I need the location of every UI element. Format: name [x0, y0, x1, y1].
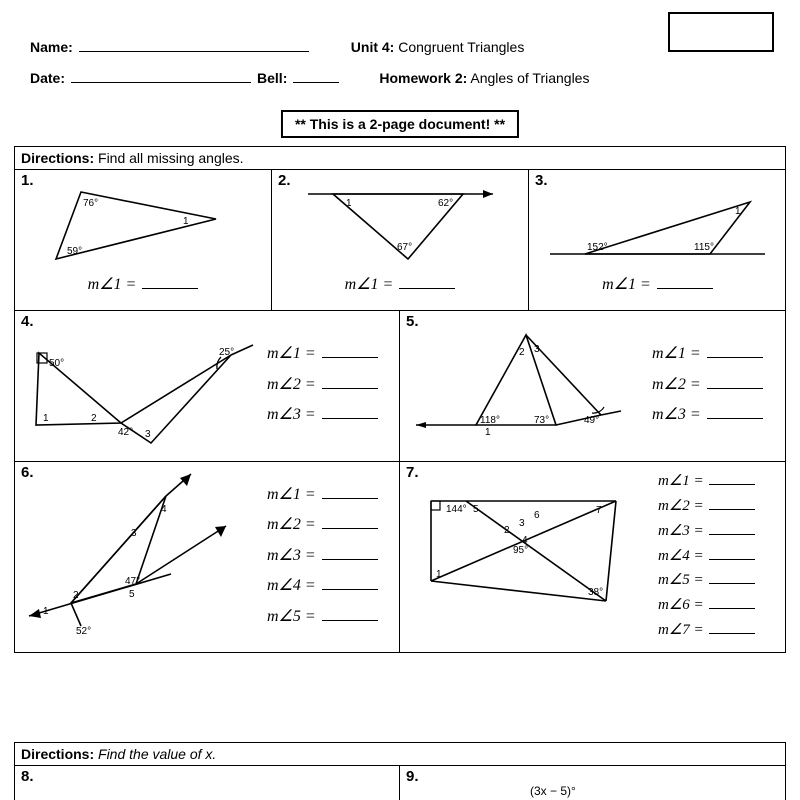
svg-text:3: 3 [131, 528, 137, 539]
problem-number: 5. [406, 313, 419, 330]
svg-text:62°: 62° [438, 198, 453, 209]
svg-text:1: 1 [43, 606, 49, 617]
row-4-5: 4. 50° 1 2 25° 42° 3 [15, 311, 785, 462]
svg-text:3: 3 [519, 518, 525, 529]
problem-4: 4. 50° 1 2 25° 42° 3 [15, 311, 400, 461]
hw-line: Homework 2: Angles of Triangles [379, 70, 589, 86]
figure-6: 52° 1 2 47° 5 3 4 [21, 466, 261, 646]
svg-text:1: 1 [43, 413, 49, 424]
triangle-3: 152° 115° 1 [535, 174, 780, 274]
problem-8: 8. [15, 766, 400, 800]
svg-text:49°: 49° [584, 415, 599, 426]
worksheet-header: Name: Unit 4: Congruent Triangles Date: … [30, 38, 770, 86]
problem-5: 5. 118° 1 73° 49° 2 3 [400, 311, 785, 461]
date-blank [71, 69, 251, 83]
page-notice: ** This is a 2-page document! ** [281, 110, 519, 138]
svg-text:3: 3 [145, 429, 151, 440]
svg-text:25°: 25° [219, 347, 234, 358]
svg-text:42°: 42° [118, 427, 133, 438]
svg-text:38°: 38° [588, 587, 603, 598]
problem-2: 2. 1 62° 67° m∠1 = [272, 170, 529, 310]
svg-text:59°: 59° [67, 246, 82, 257]
answers-7: m∠1 = m∠2 = m∠3 = m∠4 = m∠5 = m∠6 = m∠7 … [658, 469, 755, 642]
problem-number: 2. [278, 172, 291, 189]
problem-number: 6. [21, 464, 34, 481]
figure-5: 118° 1 73° 49° 2 3 [406, 315, 646, 455]
svg-text:6: 6 [534, 510, 540, 521]
svg-text:47°: 47° [125, 576, 140, 587]
svg-text:152°: 152° [587, 242, 608, 253]
svg-text:2: 2 [504, 525, 510, 536]
svg-text:2: 2 [73, 590, 79, 601]
triangle-2: 1 62° 67° [278, 174, 523, 274]
svg-text:118°: 118° [480, 415, 500, 426]
bell-blank [293, 69, 339, 83]
svg-text:1: 1 [436, 569, 442, 580]
svg-text:5: 5 [473, 504, 479, 515]
answers-5: m∠1 = m∠2 = m∠3 = [652, 339, 763, 430]
svg-text:5: 5 [129, 589, 135, 600]
problem-number: 1. [21, 172, 34, 189]
problem-number: 9. [406, 768, 419, 785]
name-label: Name: [30, 39, 73, 55]
problem-number: 4. [21, 313, 34, 330]
row-1-3: 1. 76° 59° 1 m∠1 = 2. 1 62° 67° [15, 170, 785, 311]
problem-number: 8. [21, 768, 34, 785]
svg-text:52°: 52° [76, 626, 91, 637]
problem-1: 1. 76° 59° 1 m∠1 = [15, 170, 272, 310]
svg-text:2: 2 [519, 347, 525, 358]
directions-1: Directions: Find all missing angles. [15, 147, 785, 170]
triangle-1: 76° 59° 1 [21, 174, 266, 274]
svg-text:76°: 76° [83, 198, 98, 209]
directions-2: Directions: Find the value of x. [15, 743, 785, 766]
svg-text:1: 1 [485, 427, 491, 438]
answers-4: m∠1 = m∠2 = m∠3 = [267, 339, 378, 430]
svg-text:1: 1 [346, 198, 352, 209]
answers-6: m∠1 = m∠2 = m∠3 = m∠4 = m∠5 = [267, 480, 378, 632]
svg-text:7: 7 [596, 505, 602, 516]
problems-table-2: Directions: Find the value of x. 8. 9. (… [14, 742, 786, 800]
problem-number: 7. [406, 464, 419, 481]
unit-line: Unit 4: Congruent Triangles [351, 39, 525, 55]
svg-text:2: 2 [91, 413, 97, 424]
answer-2: m∠1 = [278, 274, 522, 294]
row-6-7: 6. 52° 1 [15, 462, 785, 652]
svg-text:144°: 144° [446, 504, 467, 515]
problem-3: 3. 152° 115° 1 m∠1 = [529, 170, 786, 310]
svg-text:3: 3 [534, 344, 540, 355]
problems-table: Directions: Find all missing angles. 1. … [14, 146, 786, 653]
date-label: Date: [30, 70, 65, 86]
problem-7: 7. 144° 5 3 6 2 [400, 462, 785, 652]
problem-number: 3. [535, 172, 548, 189]
figure-4: 50° 1 2 25° 42° 3 [21, 315, 261, 455]
answer-3: m∠1 = [535, 274, 780, 294]
name-blank [79, 38, 309, 52]
svg-text:1: 1 [183, 216, 189, 227]
figure-7: 144° 5 3 6 2 4 95° 7 1 38° [406, 471, 656, 641]
svg-text:95°: 95° [513, 545, 528, 556]
svg-text:67°: 67° [397, 242, 412, 253]
problem-6: 6. 52° 1 [15, 462, 400, 652]
svg-text:1: 1 [735, 206, 741, 217]
answer-1: m∠1 = [21, 274, 265, 294]
bell-label: Bell: [257, 70, 287, 86]
svg-text:115°: 115° [694, 242, 714, 253]
svg-text:50°: 50° [49, 358, 64, 369]
problem-9: 9. (3x − 5)° [400, 766, 785, 800]
expr-9: (3x − 5)° [530, 784, 576, 798]
svg-text:73°: 73° [534, 415, 549, 426]
svg-text:4: 4 [161, 504, 167, 515]
